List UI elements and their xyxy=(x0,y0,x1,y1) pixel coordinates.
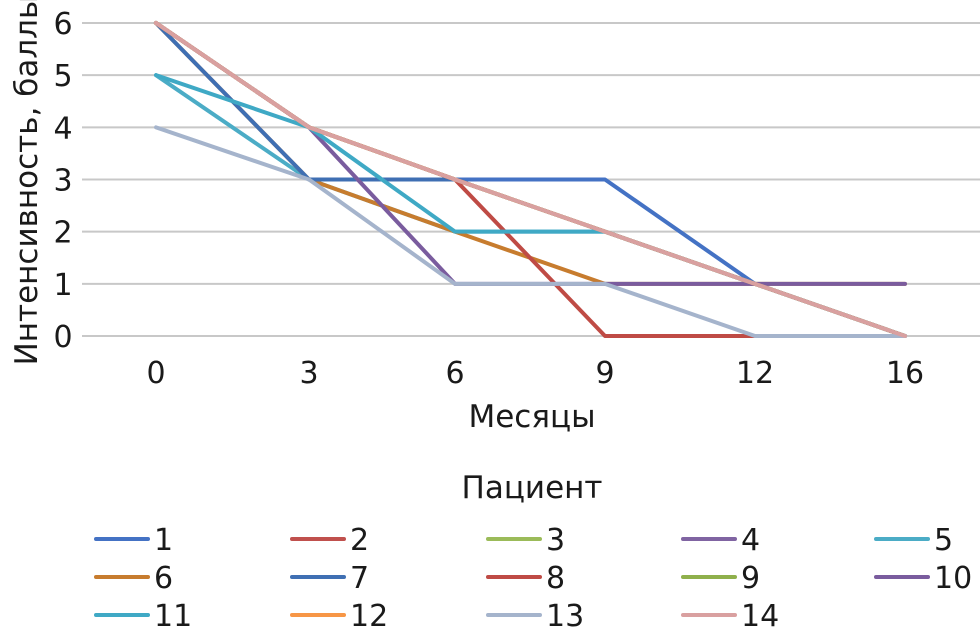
x-tick-label: 16 xyxy=(886,356,924,391)
x-axis-ticks: 0 3 6 9 12 16 xyxy=(146,356,924,391)
y-tick-label: 6 xyxy=(53,7,72,42)
y-axis-ticks: 0 1 2 3 4 5 6 xyxy=(53,7,72,355)
legend-label: 12 xyxy=(350,599,388,634)
x-tick-label: 6 xyxy=(445,356,464,391)
legend-label: 11 xyxy=(154,599,192,634)
legend-item: 4 xyxy=(681,523,760,558)
legend-item: 3 xyxy=(486,523,565,558)
legend-item: 13 xyxy=(486,599,584,634)
x-tick-label: 12 xyxy=(736,356,774,391)
legend-label: 7 xyxy=(350,561,369,596)
legend-item: 10 xyxy=(874,561,972,596)
legend-item: 5 xyxy=(874,523,953,558)
y-tick-label: 5 xyxy=(53,59,72,94)
y-tick-label: 2 xyxy=(53,216,72,251)
legend-item: 6 xyxy=(94,561,173,596)
legend-label: 1 xyxy=(154,523,173,558)
legend-item: 9 xyxy=(681,561,760,596)
legend-item: 14 xyxy=(681,599,779,634)
legend-item: 8 xyxy=(486,561,565,596)
legend-label: 5 xyxy=(934,523,953,558)
y-tick-label: 0 xyxy=(53,320,72,355)
legend-item: 1 xyxy=(94,523,173,558)
series-line-14 xyxy=(154,21,907,338)
y-tick-label: 1 xyxy=(53,268,72,303)
legend-label: 6 xyxy=(154,561,173,596)
x-tick-label: 9 xyxy=(595,356,614,391)
y-tick-label: 3 xyxy=(53,164,72,199)
legend-item: 11 xyxy=(94,599,192,634)
legend-label: 14 xyxy=(741,599,779,634)
legend-label: 13 xyxy=(546,599,584,634)
legend-item: 12 xyxy=(290,599,388,634)
legend-label: 2 xyxy=(350,523,369,558)
legend-label: 9 xyxy=(741,561,760,596)
legend-label: 4 xyxy=(741,523,760,558)
series-line-13 xyxy=(154,125,907,338)
legend-item: 7 xyxy=(290,561,369,596)
y-tick-label: 4 xyxy=(53,111,72,146)
legend-item: 2 xyxy=(290,523,369,558)
x-tick-label: 3 xyxy=(299,356,318,391)
legend-label: 3 xyxy=(546,523,565,558)
legend-label: 8 xyxy=(546,561,565,596)
series-lines xyxy=(154,21,907,338)
x-axis-title: Месяцы xyxy=(468,399,595,435)
x-tick-label: 0 xyxy=(146,356,165,391)
legend-title: Пациент xyxy=(462,470,603,506)
y-axis-title: Интенсивность, баллы xyxy=(9,0,45,365)
legend-label: 10 xyxy=(934,561,972,596)
